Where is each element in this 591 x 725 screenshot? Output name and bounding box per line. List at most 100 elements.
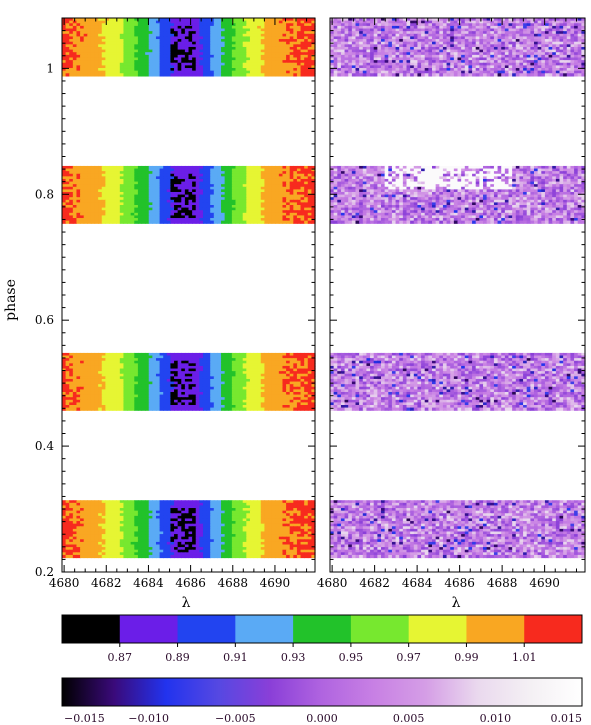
flux-cell <box>239 526 244 530</box>
flux-cell <box>69 547 74 551</box>
flux-cell <box>239 399 244 403</box>
flux-cell <box>235 541 240 546</box>
flux-cell <box>195 405 200 409</box>
flux-cell <box>184 220 190 224</box>
flux-cell <box>246 534 251 538</box>
flux-cell <box>275 189 280 193</box>
flux-cell <box>286 502 291 507</box>
flux-cell <box>152 373 157 377</box>
flux-cell <box>98 365 103 370</box>
flux-cell <box>98 536 103 540</box>
flux-cell <box>210 384 215 388</box>
flux-cell <box>101 508 106 512</box>
flux-cell <box>293 549 298 553</box>
flux-cell <box>105 171 110 175</box>
flux-cell <box>257 399 262 403</box>
flux-cell <box>72 500 78 504</box>
flux-cell <box>127 534 132 538</box>
flux-cell <box>206 363 211 367</box>
flux-cell <box>296 502 302 507</box>
flux-cell <box>170 365 175 370</box>
flux-cell <box>65 373 70 377</box>
flux-cell <box>286 176 291 180</box>
flux-cell <box>202 531 208 535</box>
flux-cell <box>221 186 226 190</box>
flux-cell <box>264 526 269 530</box>
flux-cell <box>257 394 262 398</box>
flux-cell <box>268 526 273 530</box>
flux-cell <box>145 518 150 522</box>
flux-cell <box>177 384 182 388</box>
flux-cell <box>130 212 135 217</box>
flux-cell <box>268 360 273 364</box>
flux-cell <box>98 539 103 543</box>
flux-cell <box>87 386 92 390</box>
flux-cell <box>145 391 150 396</box>
flux-cell <box>105 539 110 543</box>
flux-cell <box>123 365 128 370</box>
flux-cell <box>108 549 114 553</box>
flux-cell <box>181 500 186 504</box>
flux-cell <box>181 168 186 172</box>
flux-cell <box>116 220 121 224</box>
flux-cell <box>148 549 153 553</box>
flux-cell <box>72 220 78 224</box>
flux-cell <box>192 358 197 362</box>
flux-cell <box>184 407 190 411</box>
flux-cell <box>195 381 200 385</box>
flux-cell <box>275 181 280 185</box>
flux-cell <box>94 397 99 401</box>
flux-cell <box>206 502 211 507</box>
flux-cell <box>195 528 200 533</box>
flux-cell <box>137 352 143 357</box>
flux-cell <box>271 371 276 375</box>
flux-cell <box>235 510 240 514</box>
flux-band-0 <box>62 500 316 559</box>
flux-cell <box>170 381 175 385</box>
flux-cell <box>105 508 110 512</box>
flux-cell <box>98 389 103 393</box>
flux-cell <box>307 165 312 170</box>
flux-cell <box>260 194 265 198</box>
flux-cell <box>286 205 291 209</box>
flux-cell <box>217 513 222 517</box>
flux-cell <box>242 178 247 183</box>
flux-cell <box>192 191 197 196</box>
flux-cell <box>148 405 153 409</box>
flux-cell <box>271 386 276 390</box>
flux-cell <box>141 373 146 377</box>
flux-cell <box>108 554 114 559</box>
flux-cell <box>282 547 287 551</box>
flux-cell <box>304 194 309 198</box>
flux-cell <box>155 365 161 370</box>
flux-cell <box>166 205 172 209</box>
flux-cell <box>87 552 92 556</box>
flux-cell <box>271 502 276 507</box>
flux-cell <box>253 365 258 370</box>
flux-cell <box>217 554 222 559</box>
flux-cell <box>264 191 269 196</box>
flux-cell <box>195 518 200 522</box>
flux-cell <box>80 500 85 504</box>
flux-cell <box>105 378 110 383</box>
flux-cell <box>264 521 269 525</box>
flux-cell <box>293 508 298 512</box>
flux-cell <box>246 384 251 388</box>
flux-cell <box>181 189 186 193</box>
flux-cell <box>152 355 157 359</box>
flux-cell <box>195 391 200 396</box>
flux-cell <box>307 405 312 409</box>
flux-cell <box>289 536 294 540</box>
flux-cell <box>184 173 190 177</box>
flux-cell <box>141 358 146 362</box>
flux-cell <box>311 371 316 375</box>
flux-cell <box>174 165 179 170</box>
flux-cell <box>130 528 135 533</box>
flux-cell <box>228 407 233 411</box>
flux-cell <box>188 220 193 224</box>
flux-cell <box>148 528 153 533</box>
flux-cell <box>282 181 287 185</box>
flux-cell <box>228 518 233 522</box>
flux-cell <box>105 521 110 525</box>
flux-cell <box>108 212 114 217</box>
